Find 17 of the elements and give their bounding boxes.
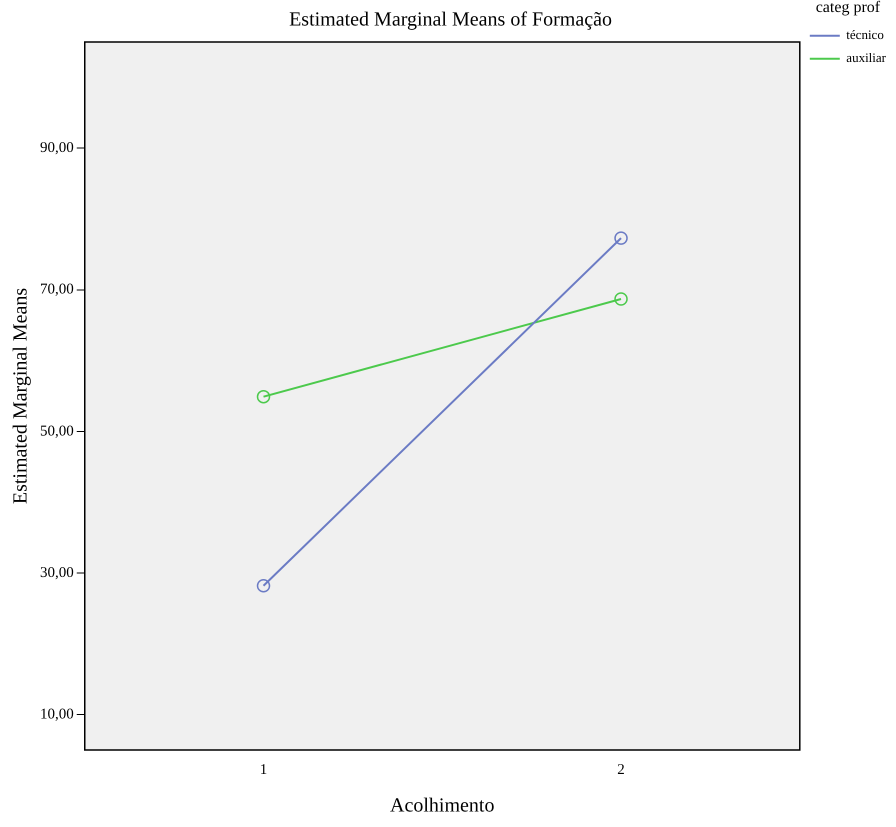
y-tick-label: 90,00 <box>40 140 74 156</box>
point <box>256 578 270 592</box>
y-tick-label: 10,00 <box>40 706 74 723</box>
legend-title: categ prof <box>816 0 881 16</box>
x-tick-label: 2 <box>617 762 625 778</box>
y-tick-label: 50,00 <box>40 423 74 440</box>
legend-label: auxiliar <box>846 50 887 66</box>
point <box>614 292 628 306</box>
y-axis-title: Estimated Marginal Means <box>9 288 32 504</box>
y-tick-label: 30,00 <box>40 564 74 581</box>
chart-title: Estimated Marginal Means of Formação <box>289 8 612 30</box>
legend-label: técnico <box>846 27 884 42</box>
point <box>256 390 270 404</box>
y-tick-label: 70,00 <box>40 282 74 298</box>
x-axis-title: Acolhimento <box>390 794 494 816</box>
x-tick-label: 1 <box>260 762 268 778</box>
point <box>614 231 628 245</box>
